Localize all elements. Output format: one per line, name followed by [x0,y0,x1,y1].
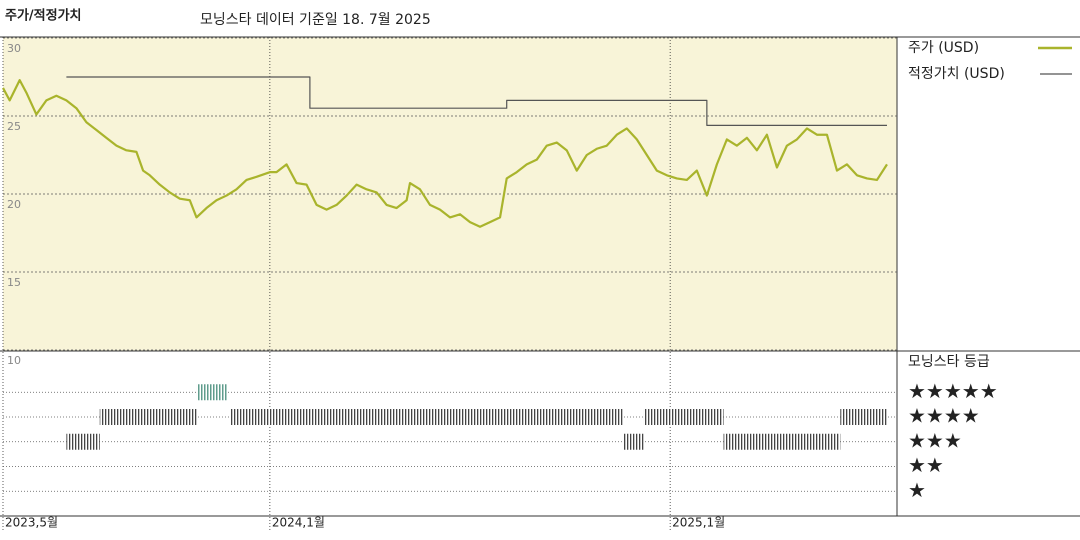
rating-label: ★ [908,478,926,502]
chart-title: 주가/적정가치 [5,8,82,24]
rating-bar [643,409,724,425]
rating-bar [623,433,644,450]
rating-bar [99,409,197,425]
rating-bar [229,409,624,425]
rating-bar [66,433,100,450]
rating-label: ★★★★ [908,404,980,428]
y-tick-label: 25 [7,120,21,133]
y-tick-label: 20 [7,198,21,211]
rating-label: ★★ [908,453,944,477]
y-tick-label: 10 [7,354,21,367]
chart-subtitle: 모닝스타 데이터 기준일 18. 7월 2025 [200,12,431,28]
rating-bar [196,384,227,401]
series-line [2,79,888,228]
rating-label: ★★★★★ [908,379,998,403]
rating-title: 모닝스타 등급 [908,354,990,370]
x-tick-label: 2025,1월 [672,516,725,530]
series-line [66,76,887,126]
legend-label: 주가 (USD) [908,40,979,56]
x-tick-label: 2024,1월 [272,516,325,530]
rating-bar [723,433,841,450]
rating-label: ★★★ [908,428,962,452]
rating-bar [840,409,887,425]
legend-label: 적정가치 (USD) [908,66,1005,82]
price-panel [3,37,897,351]
y-tick-label: 30 [7,42,21,55]
y-tick-label: 15 [7,276,21,289]
x-tick-label: 2023,5월 [5,516,58,530]
